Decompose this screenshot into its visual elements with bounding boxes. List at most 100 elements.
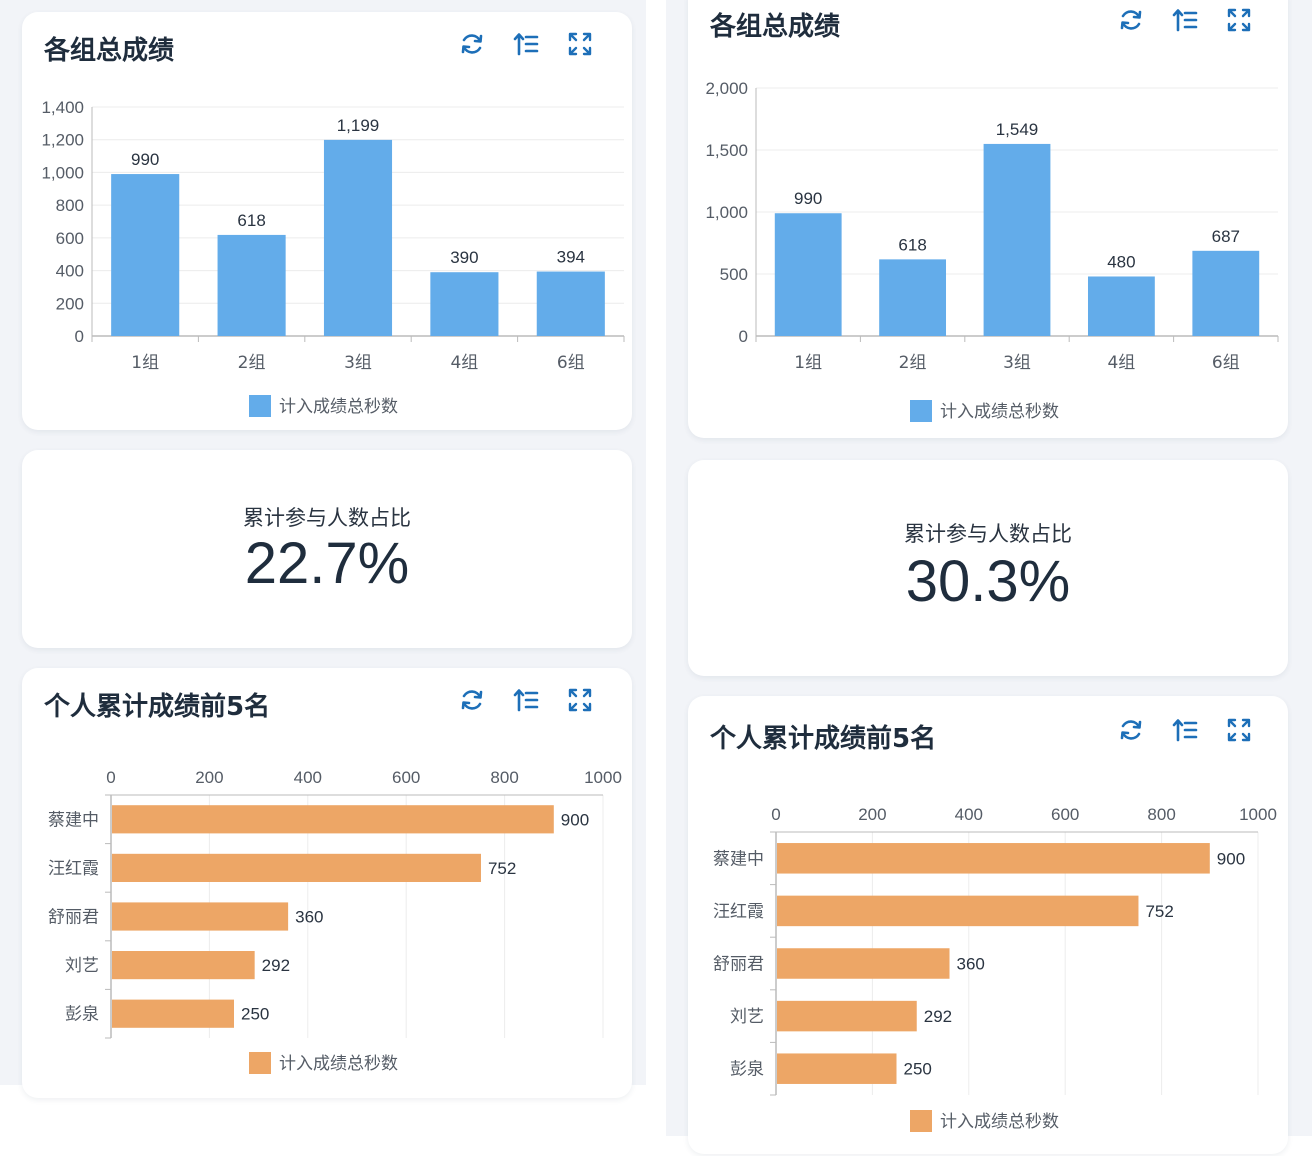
bar	[1087, 276, 1155, 336]
bar-value-label: 990	[131, 150, 159, 169]
sort-button[interactable]	[1167, 714, 1203, 750]
y-tick-label: 800	[56, 196, 84, 215]
bar	[774, 213, 842, 336]
bar-value-label: 250	[904, 1060, 932, 1079]
y-tick-label: 500	[720, 265, 748, 284]
y-tick-label: 0	[739, 327, 748, 346]
y-category-label: 蔡建中	[48, 810, 99, 830]
bar	[777, 1053, 897, 1084]
participation-label: 累计参与人数占比	[904, 522, 1072, 546]
top5-person-card: 个人累计成绩前5名 0 200 400 600 800 1000 900 蔡建中 752 汪红霞 3…	[688, 696, 1288, 1154]
bar-value-label: 1,549	[996, 120, 1039, 139]
fullscreen-button[interactable]	[1221, 714, 1257, 750]
bar-value-label: 618	[237, 211, 265, 230]
y-category-label: 彭泉	[65, 1005, 99, 1025]
sort-list-icon	[512, 30, 540, 62]
group-score-bar-chart: 0 500 1,000 1,500 2,000 990 1组 618 2组 1,549 3组 480 4…	[705, 79, 1279, 422]
bar	[112, 853, 481, 882]
x-category-label: 3组	[344, 353, 372, 373]
legend-swatch	[910, 400, 932, 422]
y-category-label: 刘艺	[730, 1007, 764, 1027]
y-tick-label: 0	[75, 327, 84, 346]
participation-stat-card: 累计参与人数占比 30.3%	[688, 460, 1288, 676]
fullscreen-button[interactable]	[562, 684, 598, 720]
group-score-card: 各组总成绩 0 500 1,000 1,500 2,000 990 1组 618 2组 1,549…	[688, 0, 1288, 438]
bar-value-label: 390	[450, 248, 478, 267]
participation-value: 30.3%	[905, 549, 1071, 614]
refresh-icon	[458, 686, 486, 718]
card-title: 各组总成绩	[710, 12, 841, 42]
card-toolbar	[1113, 714, 1257, 750]
y-category-label: 舒丽君	[48, 908, 99, 928]
sort-list-icon	[1171, 6, 1199, 38]
x-tick-label: 400	[955, 805, 983, 824]
participation-stat-card: 累计参与人数占比 22.7%	[22, 450, 632, 648]
top5-person-bar-chart: 0 200 400 600 800 1000 900 蔡建中 752 汪红霞 360 舒丽君 292 刘艺…	[713, 805, 1277, 1132]
card-toolbar	[454, 28, 598, 64]
y-category-label: 蔡建中	[713, 849, 764, 869]
card-title: 个人累计成绩前5名	[44, 692, 271, 722]
y-tick-label: 2,000	[705, 79, 748, 98]
y-tick-label: 1,400	[41, 98, 84, 117]
bar	[983, 143, 1051, 336]
refresh-button[interactable]	[1113, 4, 1149, 40]
bar	[879, 259, 947, 336]
card-toolbar	[1113, 4, 1257, 40]
card-toolbar	[454, 684, 598, 720]
bar	[323, 139, 393, 336]
refresh-icon	[1117, 716, 1145, 748]
x-tick-label: 200	[858, 805, 886, 824]
top5-person-bar-chart: 0 200 400 600 800 1000 900 蔡建中 752 汪红霞 360 舒丽君 292 刘艺…	[48, 768, 622, 1074]
x-tick-label: 0	[771, 805, 780, 824]
bar-value-label: 900	[1217, 849, 1245, 868]
x-category-label: 3组	[1003, 353, 1031, 373]
x-category-label: 1组	[131, 353, 159, 373]
sort-list-icon	[1171, 716, 1199, 748]
bar	[112, 951, 255, 980]
bar-value-label: 394	[557, 248, 585, 267]
bar	[777, 948, 950, 979]
bar	[112, 902, 289, 931]
refresh-button[interactable]	[454, 28, 490, 64]
y-category-label: 舒丽君	[713, 955, 764, 975]
x-category-label: 1组	[794, 353, 822, 373]
legend-swatch	[249, 1052, 271, 1074]
bar	[536, 271, 605, 336]
top5-person-card: 个人累计成绩前5名 0 200 400 600 800 1000 900 蔡建中 752 汪红霞 3…	[22, 668, 632, 1098]
x-tick-label: 0	[106, 768, 115, 787]
x-tick-label: 800	[490, 768, 518, 787]
bar-value-label: 990	[794, 189, 822, 208]
legend-label: 计入成绩总秒数	[279, 397, 398, 417]
x-tick-label: 800	[1147, 805, 1175, 824]
bar	[112, 999, 234, 1028]
card-title: 各组总成绩	[44, 36, 175, 66]
refresh-button[interactable]	[1113, 714, 1149, 750]
y-tick-label: 1,000	[705, 203, 748, 222]
bar	[111, 174, 180, 336]
refresh-icon	[458, 30, 486, 62]
y-category-label: 彭泉	[730, 1060, 764, 1080]
bar-value-label: 292	[924, 1007, 952, 1026]
sort-button[interactable]	[1167, 4, 1203, 40]
bar-value-label: 480	[1107, 252, 1135, 271]
bar	[777, 1000, 917, 1032]
x-tick-label: 400	[294, 768, 322, 787]
bar-value-label: 360	[295, 908, 323, 927]
bar-value-label: 687	[1212, 227, 1240, 246]
legend-label: 计入成绩总秒数	[940, 402, 1059, 422]
x-tick-label: 200	[195, 768, 223, 787]
x-category-label: 6组	[1212, 353, 1240, 373]
fullscreen-button[interactable]	[562, 28, 598, 64]
sort-button[interactable]	[508, 684, 544, 720]
y-category-label: 汪红霞	[713, 902, 764, 922]
bar-value-label: 900	[561, 810, 589, 829]
y-category-label: 刘艺	[65, 956, 99, 976]
fullscreen-icon	[1225, 716, 1253, 748]
fullscreen-icon	[566, 30, 594, 62]
bar-value-label: 752	[488, 859, 516, 878]
refresh-button[interactable]	[454, 684, 490, 720]
fullscreen-button[interactable]	[1221, 4, 1257, 40]
sort-button[interactable]	[508, 28, 544, 64]
bar-value-label: 360	[957, 955, 985, 974]
bar-value-label: 752	[1145, 902, 1173, 921]
